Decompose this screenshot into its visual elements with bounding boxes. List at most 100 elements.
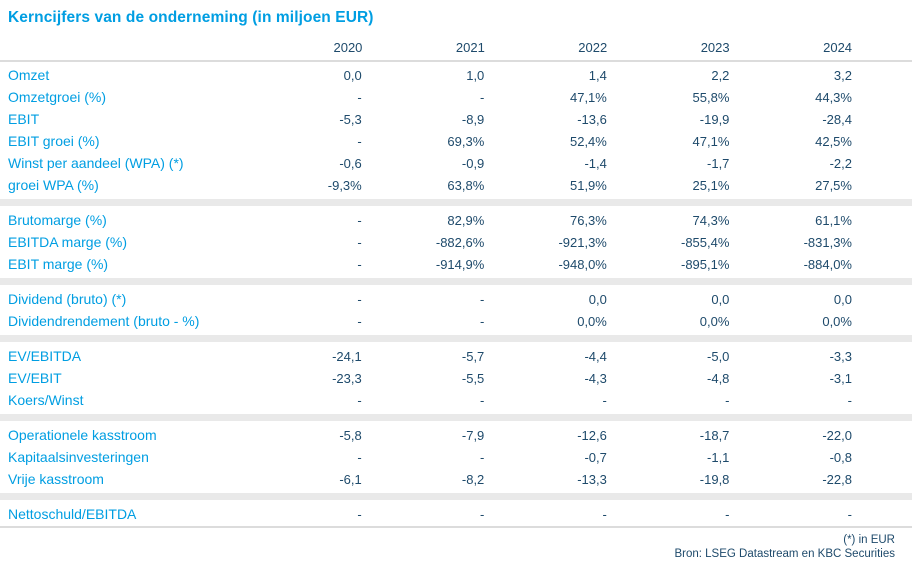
cell-value: -12,6 [577,427,607,443]
cell-value: 0,0% [577,313,607,329]
cell-value: -6,1 [339,471,362,487]
row-label: Winst per aandeel (WPA) (*) [8,154,184,171]
row-label: EBIT marge (%) [8,255,109,272]
row-label: EBITDA marge (%) [8,233,128,250]
row-label: EBIT groei (%) [8,132,100,149]
cell-value: - [357,392,362,408]
cell-value: -0,9 [461,155,485,171]
cell-value: -1,4 [584,155,607,171]
cell-value: - [479,89,485,105]
cell-value: - [725,392,730,408]
table-row: Dividend (bruto) (*) - - 0,0 0,0 0,0 [0,288,912,310]
table-row: Omzetgroei (%) - - 47,1% 55,8% 44,3% [0,86,912,108]
cell-value: - [479,392,485,408]
cell-value: -1,7 [707,155,730,171]
cell-value: - [357,133,362,149]
table-row: Omzet 0,0 1,0 1,4 2,2 3,2 [0,64,912,86]
cell-value: -3,1 [829,370,852,386]
cell-value: - [725,506,730,522]
cell-value: -895,1% [681,256,730,272]
cell-value: 25,1% [692,177,730,193]
row-label: EV/EBITDA [8,347,82,364]
section-divider-band [0,493,912,500]
column-header-year: 2022 [578,40,608,55]
key-figures-table: 2020 2021 2022 2023 2024 Omzet 0,0 1,0 1,4 2,2 3,… [0,38,912,525]
column-header-year: 2024 [823,40,853,55]
table-row: Operationele kasstroom -5,8 -7,9 -12,6 -18,7… [0,424,912,446]
cell-value: - [357,212,362,228]
cell-value: - [357,313,362,329]
cell-value: -5,7 [461,348,485,364]
footnote-source: Bron: LSEG Datastream en KBC Securities [674,548,895,560]
cell-value: -921,3% [558,234,607,250]
table-row: Vrije kasstroom -6,1 -8,2 -13,3 -19,8 -22,8 [0,468,912,490]
row-label: Vrije kasstroom [8,470,104,487]
cell-value: -4,4 [584,348,607,364]
cell-value: - [847,506,852,522]
cell-value: 55,8% [692,89,730,105]
cell-value: -855,4% [681,234,730,250]
cell-value: 3,2 [833,67,852,83]
cell-value: -22,8 [822,471,852,487]
row-label: groei WPA (%) [8,176,99,193]
cell-value: 82,9% [447,212,485,228]
cell-value: -0,8 [829,449,852,465]
table-row: EBIT marge (%) - -914,9% -948,0% -895,1% -884… [0,253,912,275]
cell-value: -8,9 [461,111,485,127]
cell-value: 63,8% [447,177,485,193]
cell-value: -4,8 [707,370,730,386]
cell-value: 47,1% [569,89,607,105]
cell-value: - [479,506,485,522]
table-bottom-line [0,526,912,528]
cell-value: -5,0 [707,348,730,364]
cell-value: -914,9% [435,256,485,272]
cell-value: 47,1% [692,133,730,149]
cell-value: -1,1 [707,449,730,465]
table-row: EBITDA marge (%) - -882,6% -921,3% -855,4% -8… [0,231,912,253]
cell-value: - [847,392,852,408]
row-label: Brutomarge (%) [8,211,107,228]
cell-value: 1,4 [588,67,607,83]
table-row: Dividendrendement (bruto - %) - - 0,0% 0,0% 0… [0,310,912,332]
row-label: Nettoschuld/EBITDA [8,505,137,522]
section-divider-band [0,199,912,206]
section-divider-band [0,414,912,421]
cell-value: -884,0% [803,256,852,272]
table-row: EBIT -5,3 -8,9 -13,6 -19,9 -28,4 [0,108,912,130]
cell-value: 51,9% [569,177,607,193]
cell-value: -5,5 [461,370,485,386]
table-row: Winst per aandeel (WPA) (*) -0,6 -0,9 -1,4 -… [0,152,912,174]
cell-value: 1,0 [466,67,485,83]
row-label: Koers/Winst [8,391,84,408]
cell-value: - [357,449,362,465]
header-divider-line [0,60,912,62]
column-header-year: 2023 [700,40,730,55]
table-row: EBIT groei (%) - 69,3% 52,4% 47,1% 42,5% [0,130,912,152]
cell-value: 2,2 [711,67,730,83]
cell-value: -18,7 [699,427,730,443]
cell-value: -19,8 [699,471,730,487]
cell-value: 27,5% [815,177,852,193]
cell-value: - [479,449,485,465]
row-label: Kapitaalsinvesteringen [8,448,149,465]
section-divider-band [0,335,912,342]
table-row: Brutomarge (%) - 82,9% 76,3% 74,3% 61,1% [0,209,912,231]
table-row: groei WPA (%) -9,3% 63,8% 51,9% 25,1% 27,5% [0,174,912,196]
table-row: Nettoschuld/EBITDA - - - - - [0,503,912,525]
section-divider-band [0,278,912,285]
page-title: Kerncijfers van de onderneming (in miljo… [8,9,374,26]
cell-value: -0,7 [584,449,607,465]
cell-value: 61,1% [815,212,852,228]
cell-value: -28,4 [822,111,852,127]
cell-value: -831,3% [803,234,852,250]
cell-value: 0,0 [588,291,607,307]
cell-value: -23,3 [332,370,362,386]
table-row: Kapitaalsinvesteringen - - -0,7 -1,1 -0,8 [0,446,912,468]
table-row: EV/EBITDA -24,1 -5,7 -4,4 -5,0 -3,3 [0,345,912,367]
cell-value: - [357,89,362,105]
row-label: Omzetgroei (%) [8,88,107,105]
cell-value: 0,0% [699,313,730,329]
row-label: Operationele kasstroom [8,426,157,443]
cell-value: -4,3 [584,370,607,386]
cell-value: -22,0 [822,427,852,443]
